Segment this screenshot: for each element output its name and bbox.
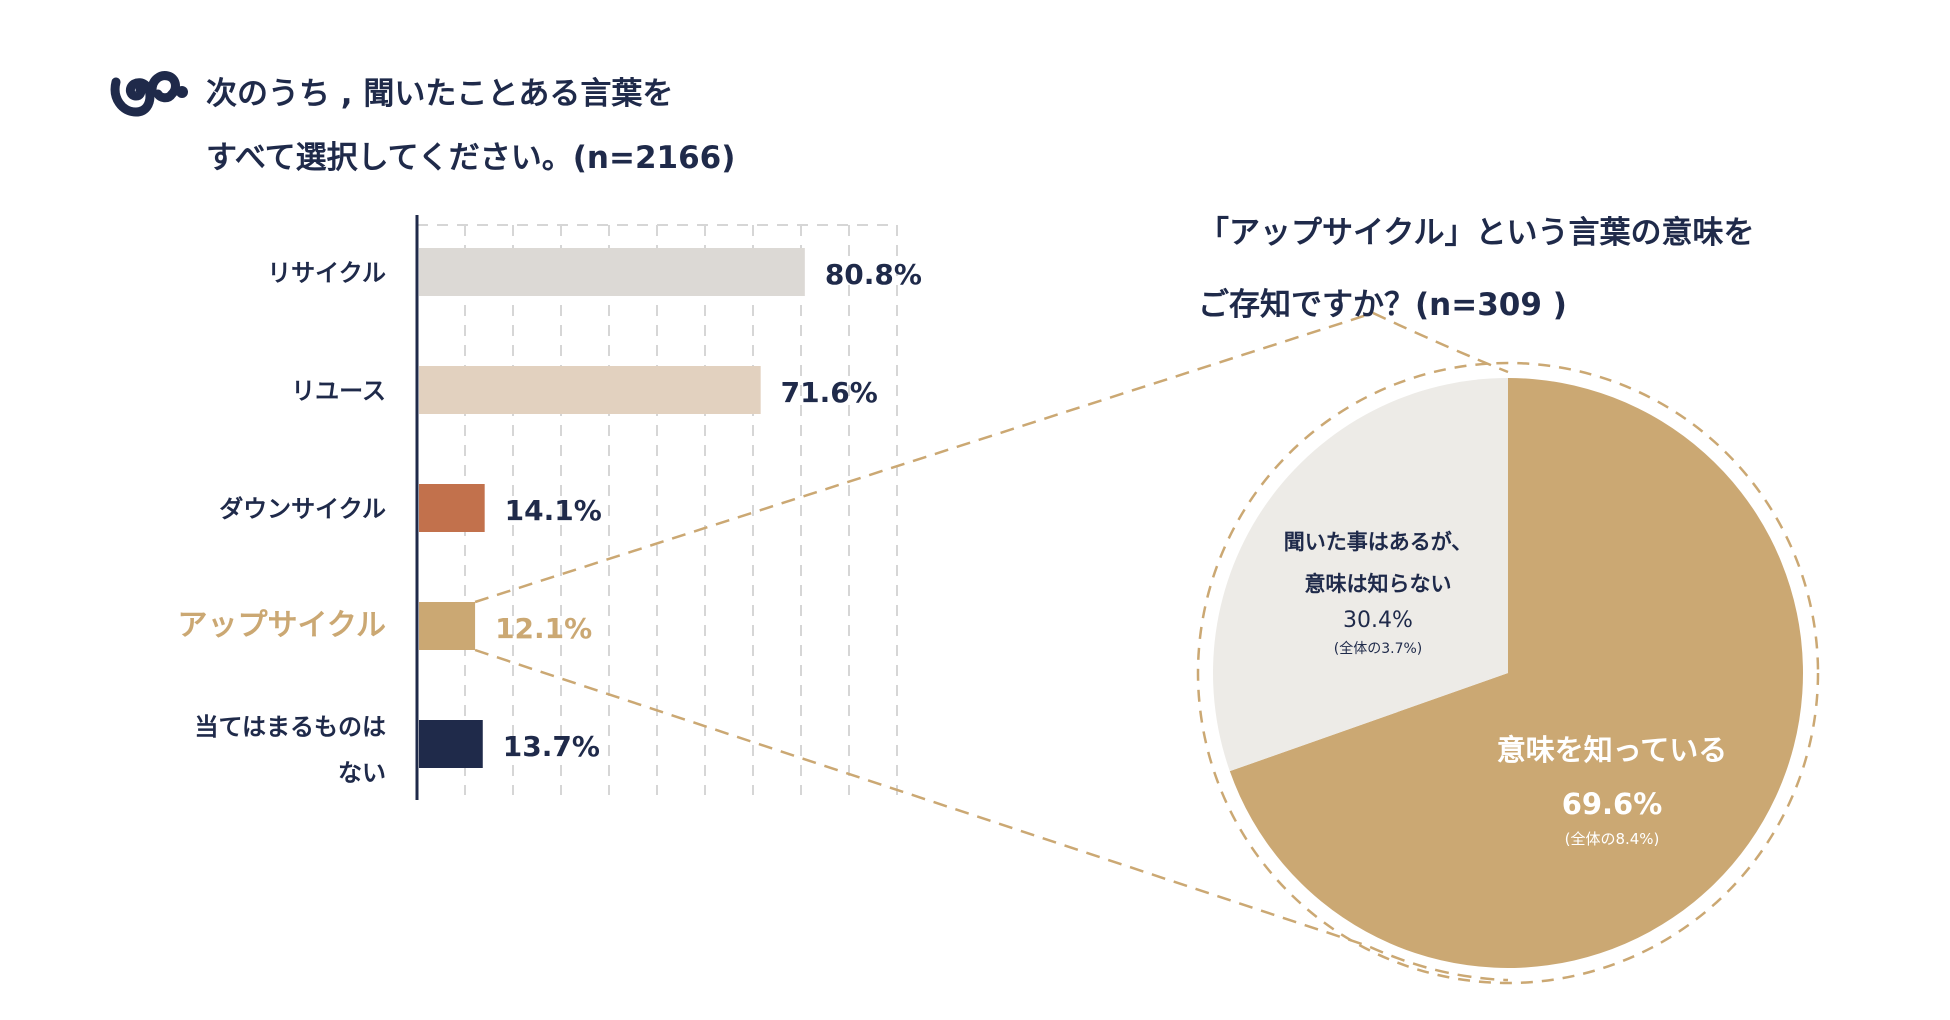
squirrel-logo-icon	[110, 71, 188, 117]
zoom-connector-lines	[474, 311, 1509, 982]
bar-category-label-4: 当てはまるものは	[194, 713, 386, 741]
pie-value-label-1: 30.4%	[1343, 608, 1413, 633]
pie-chart: 意味を知っている 69.6% (全体の8.4%) 聞いた事はあるが、意味は知らない 30…	[1196, 361, 1820, 985]
bar-4	[419, 720, 483, 768]
pie-chart-title-line-1: 「アップサイクル」という言葉の意味を	[1198, 215, 1754, 251]
bar-chart-bars: 80.8% リサイクル 71.6% リユース 14.1% ダウンサイクル 12.1% アップサ…	[178, 248, 922, 787]
pie-value-label-0: 69.6%	[1562, 787, 1663, 821]
bar-value-label-3: 12.1%	[495, 612, 592, 645]
pie-slice-label-1: 聞いた事はあるが、	[1284, 530, 1473, 554]
pie-outline-ring	[1196, 361, 1820, 985]
bar-3	[419, 602, 476, 650]
bar-category-label-1: リユース	[291, 377, 386, 405]
bar-value-label-1: 71.6%	[781, 376, 878, 409]
bar-value-label-4: 13.7%	[503, 730, 600, 763]
bar-chart-title-line-1: 次のうち , 聞いたことある言葉を	[206, 76, 673, 112]
bar-category-label-4: ない	[338, 759, 386, 787]
connector-bottom	[474, 648, 1509, 982]
pie-slice-label-0: 意味を知っている	[1497, 733, 1728, 767]
bar-chart-title-line-2: すべて選択してください。(n=2166)	[206, 140, 735, 176]
bar-value-label-0: 80.8%	[825, 258, 922, 291]
bar-category-label-3: アップサイクル	[178, 608, 387, 643]
bar-0	[419, 248, 805, 296]
pie-slice-label-1: 意味は知らない	[1305, 572, 1452, 596]
pie-chart-title-line-2: ご存知ですか？(n=309 )	[1198, 287, 1567, 323]
pie-sub-label-1: (全体の3.7%)	[1334, 640, 1423, 657]
pie-slice-1	[1213, 378, 1508, 772]
bar-category-label-2: ダウンサイクル	[219, 495, 386, 523]
bar-1	[419, 366, 761, 414]
bar-2	[419, 484, 485, 532]
bar-value-label-2: 14.1%	[505, 494, 602, 527]
bar-category-label-0: リサイクル	[267, 259, 386, 287]
pie-slice-0	[1229, 378, 1804, 968]
pie-sub-label-0: (全体の8.4%)	[1565, 830, 1660, 848]
connector-top	[474, 311, 1509, 604]
